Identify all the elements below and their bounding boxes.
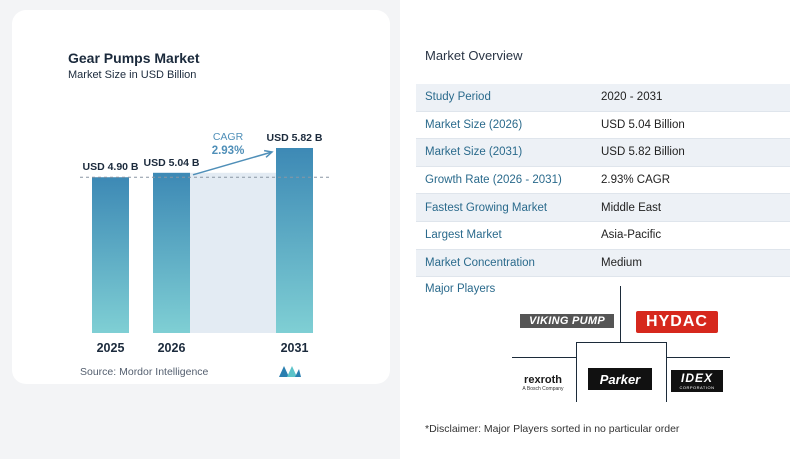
overview-row-key: Fastest Growing Market — [416, 193, 593, 222]
x-tick-label: 2025 — [97, 341, 125, 355]
parker-logo: Parker — [588, 368, 652, 390]
data-label: USD 4.90 B — [82, 161, 138, 173]
cagr-arrow — [192, 151, 273, 176]
players-title: Major Players — [425, 283, 496, 295]
overview-row: Market Size (2026) USD 5.04 Billion — [416, 111, 790, 140]
players-divider — [666, 357, 730, 358]
overview-row-value: Middle East — [593, 193, 790, 222]
overview-title: Market Overview — [425, 48, 523, 63]
players-divider — [666, 342, 667, 402]
growth-band — [190, 172, 276, 333]
players-divider — [576, 342, 667, 343]
cagr-label: CAGR — [213, 131, 244, 143]
disclaimer: *Disclaimer: Major Players sorted in no … — [425, 423, 680, 435]
overview-row: Market Concentration Medium — [416, 249, 790, 278]
source-note: Source: Mordor Intelligence — [80, 366, 209, 378]
chart-title: Gear Pumps Market — [68, 50, 200, 66]
cagr-value: 2.93% — [212, 145, 245, 157]
x-tick-label: 2031 — [281, 341, 309, 355]
overview-row: Largest Market Asia-Pacific — [416, 221, 790, 250]
rexroth-logo: rexroth A Bosch Company — [519, 372, 567, 394]
overview-row-key: Market Concentration — [416, 249, 593, 278]
rexroth-logo-text: rexroth — [524, 373, 562, 386]
overview-row: Study Period 2020 - 2031 — [416, 84, 790, 112]
overview-table: Study Period 2020 - 2031 Market Size (2026… — [416, 84, 790, 278]
overview-row-key: Study Period — [416, 84, 593, 112]
rexroth-logo-subtext: A Bosch Company — [522, 385, 564, 392]
chart-subtitle: Market Size in USD Billion — [68, 69, 197, 81]
x-tick-label: 2026 — [158, 341, 186, 355]
players-divider — [576, 342, 577, 402]
overview-row: Fastest Growing Market Middle East — [416, 193, 790, 222]
bar — [92, 177, 129, 333]
overview-row-key: Market Size (2026) — [416, 111, 593, 140]
data-label: USD 5.04 B — [143, 157, 199, 169]
overview-row: Market Size (2031) USD 5.82 Billion — [416, 138, 790, 167]
idex-logo: IDEX CORPORATION — [671, 370, 723, 392]
overview-row-key: Largest Market — [416, 221, 593, 250]
overview-row: Growth Rate (2026 - 2031) 2.93% CAGR — [416, 166, 790, 195]
mordor-logo-icon — [279, 366, 301, 377]
overview-row-key: Growth Rate (2026 - 2031) — [416, 166, 593, 195]
players-divider — [620, 286, 621, 342]
overview-row-value: Asia-Pacific — [593, 221, 790, 250]
overview-row-value: 2020 - 2031 — [593, 84, 790, 112]
bar — [153, 172, 190, 333]
cagr-arrow-head — [263, 149, 274, 158]
overview-row-value: 2.93% CAGR — [593, 166, 790, 195]
data-label: USD 5.82 B — [266, 132, 322, 144]
bar — [276, 148, 313, 333]
overview-row-value: USD 5.82 Billion — [593, 138, 790, 167]
idex-logo-subtext: CORPORATION — [679, 384, 715, 390]
idex-logo-text: IDEX — [680, 370, 713, 385]
bar-chart: USD 4.90 B USD 5.04 B USD 5.82 B 2025 2026 20… — [80, 131, 330, 355]
players-divider — [512, 357, 576, 358]
overview-row-value: Medium — [593, 249, 790, 278]
overview-row-value: USD 5.04 Billion — [593, 111, 790, 140]
viking-pump-logo: VIKING PUMP — [520, 314, 614, 328]
overview-row-key: Market Size (2031) — [416, 138, 593, 167]
hydac-logo: HYDAC — [636, 311, 718, 333]
